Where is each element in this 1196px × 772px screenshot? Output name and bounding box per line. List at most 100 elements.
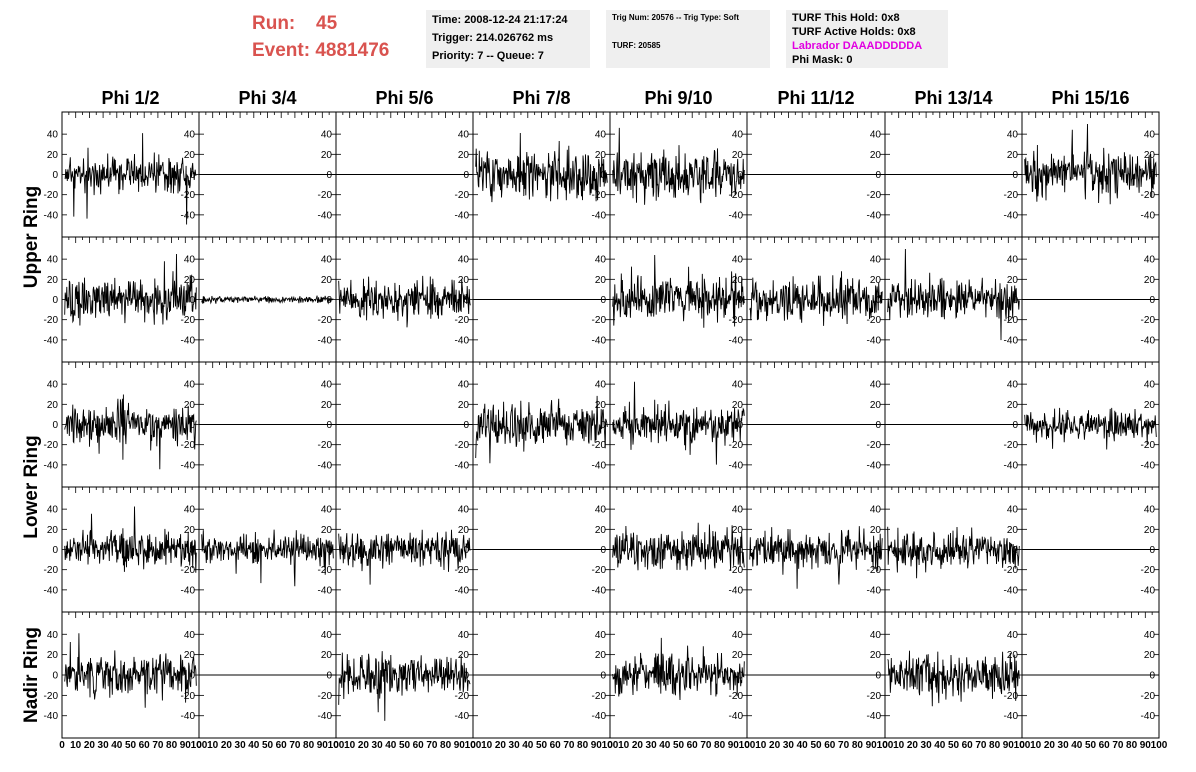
y-tick-label: 20 bbox=[1007, 150, 1019, 161]
y-tick-label: -20 bbox=[44, 190, 59, 201]
y-tick-label: 40 bbox=[321, 130, 333, 141]
y-tick-label: -20 bbox=[867, 691, 882, 702]
x-tick-label: 80 bbox=[303, 740, 315, 751]
y-tick-label: 20 bbox=[458, 275, 470, 286]
turf-hold-text: TURF This Hold: 0x8 bbox=[792, 12, 900, 24]
x-tick-label: 100 bbox=[191, 740, 208, 751]
waveform-trace bbox=[612, 381, 745, 465]
x-tick-label: 70 bbox=[289, 740, 301, 751]
x-tick-label: 20 bbox=[907, 740, 919, 751]
x-tick-label: 10 bbox=[344, 740, 356, 751]
y-tick-label: -40 bbox=[729, 585, 744, 596]
x-tick-label: 50 bbox=[262, 740, 274, 751]
y-tick-label: 40 bbox=[47, 130, 59, 141]
waveform-trace bbox=[612, 522, 745, 571]
y-tick-label: -40 bbox=[181, 335, 196, 346]
row-group-label: Nadir Ring bbox=[21, 627, 42, 723]
y-tick-label: 40 bbox=[321, 380, 333, 391]
y-tick-label: -20 bbox=[729, 440, 744, 451]
y-tick-label: -20 bbox=[455, 440, 470, 451]
y-tick-label: -40 bbox=[729, 335, 744, 346]
y-tick-label: -40 bbox=[1141, 585, 1156, 596]
x-tick-label: 10 bbox=[481, 740, 493, 751]
y-tick-label: 0 bbox=[52, 671, 58, 682]
y-tick-label: -40 bbox=[318, 585, 333, 596]
waveform-trace bbox=[749, 271, 883, 326]
column-title: Phi 13/14 bbox=[914, 88, 992, 108]
y-tick-label: -40 bbox=[592, 711, 607, 722]
y-tick-label: -40 bbox=[592, 585, 607, 596]
x-tick-label: 90 bbox=[591, 740, 603, 751]
y-tick-label: 20 bbox=[321, 525, 333, 536]
y-tick-label: 20 bbox=[1007, 525, 1019, 536]
y-tick-label: -20 bbox=[1004, 190, 1019, 201]
y-tick-label: 0 bbox=[326, 671, 332, 682]
y-tick-label: -20 bbox=[181, 190, 196, 201]
waveform-trace bbox=[64, 394, 197, 470]
y-tick-label: -20 bbox=[592, 315, 607, 326]
y-tick-label: -20 bbox=[592, 440, 607, 451]
x-tick-label: 30 bbox=[1058, 740, 1070, 751]
y-tick-label: 40 bbox=[184, 380, 196, 391]
y-tick-label: 20 bbox=[321, 275, 333, 286]
x-tick-label: 40 bbox=[1071, 740, 1083, 751]
waveform-trace bbox=[1024, 407, 1157, 450]
x-tick-label: 80 bbox=[1126, 740, 1138, 751]
y-tick-label: 40 bbox=[595, 630, 607, 641]
y-tick-label: 40 bbox=[1007, 505, 1019, 516]
y-tick-label: -20 bbox=[867, 315, 882, 326]
y-tick-label: 40 bbox=[458, 130, 470, 141]
run-event-header: Run: 45 Event: 4881476 bbox=[252, 10, 389, 64]
y-tick-label: -20 bbox=[1004, 315, 1019, 326]
y-tick-label: -40 bbox=[1004, 210, 1019, 221]
x-tick-label: 50 bbox=[673, 740, 685, 751]
x-tick-label: 40 bbox=[111, 740, 123, 751]
y-tick-label: -40 bbox=[1141, 335, 1156, 346]
priority-text: Priority: 7 -- Queue: 7 bbox=[432, 50, 544, 62]
x-tick-label: 20 bbox=[769, 740, 781, 751]
y-tick-label: 20 bbox=[870, 275, 882, 286]
y-tick-label: 20 bbox=[595, 650, 607, 661]
y-tick-label: -40 bbox=[592, 335, 607, 346]
y-tick-label: 0 bbox=[875, 420, 881, 431]
x-tick-label: 100 bbox=[877, 740, 894, 751]
x-tick-label: 20 bbox=[632, 740, 644, 751]
x-tick-label: 100 bbox=[739, 740, 756, 751]
y-tick-label: 40 bbox=[47, 630, 59, 641]
y-tick-label: -20 bbox=[455, 190, 470, 201]
x-tick-label: 90 bbox=[454, 740, 466, 751]
labrador-text: Labrador DAAADDDDDA bbox=[792, 40, 923, 52]
y-tick-label: -40 bbox=[455, 585, 470, 596]
waveform-trace bbox=[201, 295, 334, 305]
y-tick-label: 40 bbox=[321, 255, 333, 266]
x-tick-label: 40 bbox=[934, 740, 946, 751]
y-tick-label: 20 bbox=[732, 400, 744, 411]
x-tick-label: 70 bbox=[563, 740, 575, 751]
y-tick-label: -40 bbox=[1141, 210, 1156, 221]
x-tick-label: 40 bbox=[797, 740, 809, 751]
y-tick-label: -20 bbox=[455, 691, 470, 702]
y-tick-label: 40 bbox=[732, 630, 744, 641]
y-tick-label: -20 bbox=[1141, 315, 1156, 326]
y-tick-label: -40 bbox=[867, 711, 882, 722]
y-tick-label: 20 bbox=[732, 525, 744, 536]
x-tick-label: 70 bbox=[838, 740, 850, 751]
y-tick-label: 40 bbox=[1144, 380, 1156, 391]
column-title: Phi 1/2 bbox=[101, 88, 159, 108]
row-group-label: Lower Ring bbox=[21, 435, 42, 538]
column-title: Phi 5/6 bbox=[375, 88, 433, 108]
y-tick-label: -20 bbox=[1141, 190, 1156, 201]
y-tick-label: 20 bbox=[1144, 650, 1156, 661]
x-tick-label: 50 bbox=[1085, 740, 1097, 751]
x-tick-label: 0 bbox=[470, 740, 476, 751]
y-tick-label: -40 bbox=[1141, 711, 1156, 722]
y-tick-label: 0 bbox=[52, 170, 58, 181]
x-tick-label: 90 bbox=[317, 740, 329, 751]
y-tick-label: -40 bbox=[729, 711, 744, 722]
x-tick-label: 0 bbox=[882, 740, 888, 751]
waveform-trace bbox=[64, 506, 197, 573]
y-tick-label: 20 bbox=[732, 150, 744, 161]
y-tick-label: -20 bbox=[181, 565, 196, 576]
y-tick-label: 20 bbox=[595, 275, 607, 286]
time-info-box: Time: 2008-12-24 21:17:24 Trigger: 214.0… bbox=[426, 10, 590, 68]
